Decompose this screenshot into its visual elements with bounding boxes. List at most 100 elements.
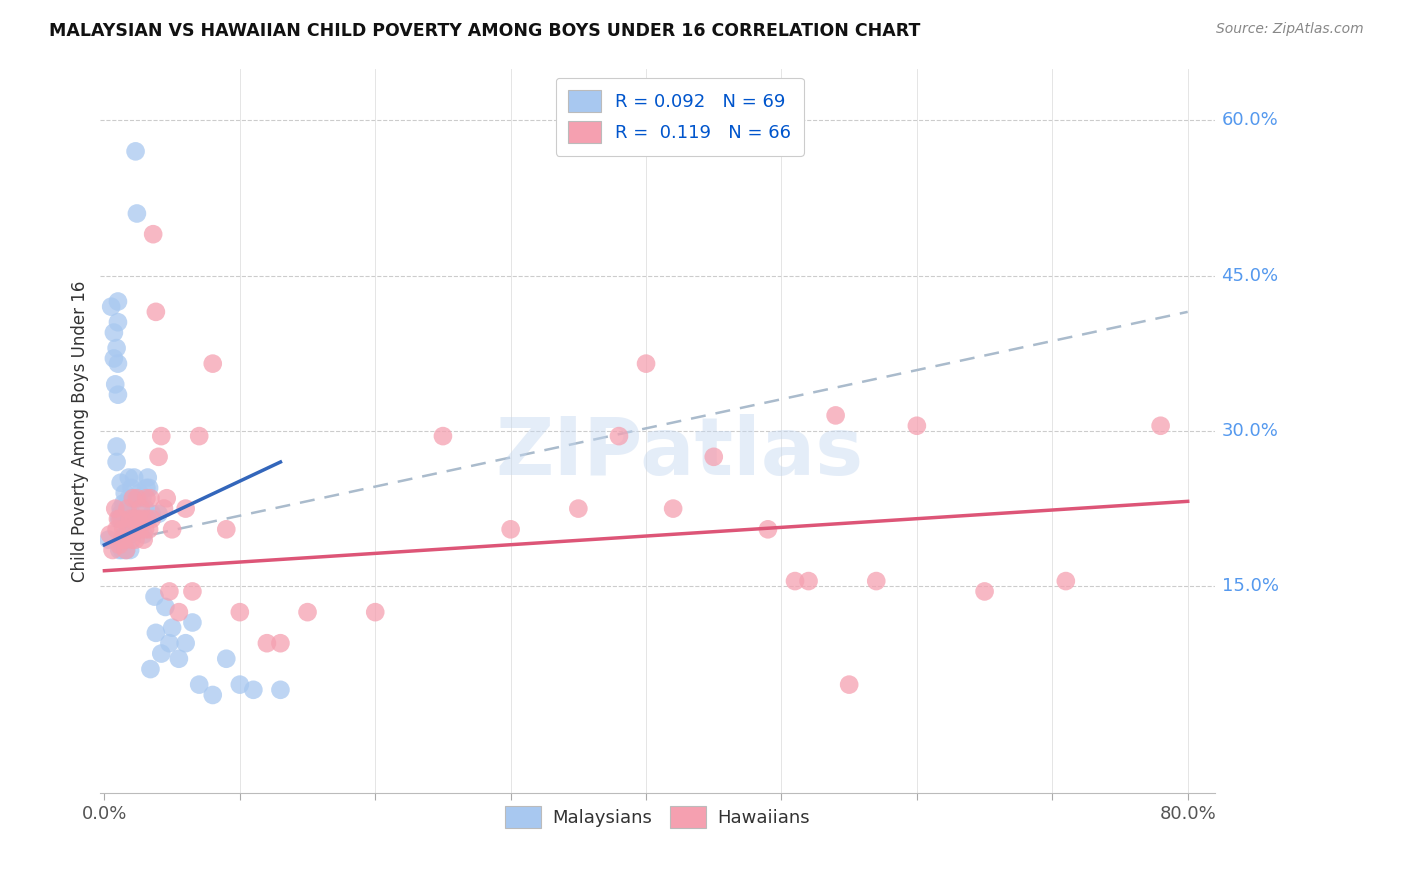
Point [138,481,160,495]
Point [121,491,143,506]
Point [105,440,128,454]
Point [108,538,131,552]
Point [156,491,179,506]
Point [134,501,156,516]
Point [108,543,131,558]
Point [105,522,128,536]
Point [121,533,143,547]
Point [145,305,167,319]
Point [136,512,159,526]
Point [973,584,995,599]
Text: 45.0%: 45.0% [1222,267,1278,285]
Point [141,512,163,526]
Point [135,481,157,495]
Point [905,418,928,433]
Point [112,522,135,536]
Point [107,294,129,309]
Point [115,543,138,558]
Point [129,517,152,532]
Point [124,533,146,547]
Point [111,512,134,526]
Point [98,527,121,541]
Point [105,455,128,469]
Point [135,491,157,506]
Legend: Malaysians, Hawaiians: Malaysians, Hawaiians [498,798,817,835]
Point [121,491,143,506]
Point [229,605,252,619]
Point [117,507,139,521]
Point [115,527,138,541]
Point [131,512,153,526]
Point [229,678,252,692]
Point [167,651,190,665]
Point [117,512,139,526]
Point [112,512,135,526]
Point [125,206,148,220]
Point [1054,574,1077,588]
Point [269,636,291,650]
Point [160,621,183,635]
Point [107,512,129,526]
Point [153,501,176,516]
Point [141,507,163,521]
Point [127,512,149,526]
Point [139,491,162,506]
Point [783,574,806,588]
Point [118,522,141,536]
Point [143,590,166,604]
Point [148,507,170,521]
Point [215,651,238,665]
Point [122,470,145,484]
Point [174,636,197,650]
Point [120,543,142,558]
Point [136,470,159,484]
Text: ZIPatlas: ZIPatlas [496,414,863,491]
Point [110,507,132,521]
Point [117,501,139,516]
Point [567,501,589,516]
Point [174,501,197,516]
Point [432,429,454,443]
Point [120,527,142,541]
Point [142,227,165,242]
Point [155,599,177,614]
Point [110,501,132,516]
Point [145,625,167,640]
Point [215,522,238,536]
Point [111,538,134,552]
Point [167,605,190,619]
Point [122,491,145,506]
Point [107,387,129,401]
Point [101,543,124,558]
Point [131,491,153,506]
Point [124,145,146,159]
Point [201,357,224,371]
Point [111,543,134,558]
Point [756,522,779,536]
Text: Source: ZipAtlas.com: Source: ZipAtlas.com [1216,22,1364,37]
Point [104,501,127,516]
Point [797,574,820,588]
Point [138,522,160,536]
Point [121,481,143,495]
Point [114,486,136,500]
Point [127,491,149,506]
Point [114,507,136,521]
Point [150,647,173,661]
Point [269,682,291,697]
Point [148,450,170,464]
Point [188,678,211,692]
Point [110,475,132,490]
Point [132,533,155,547]
Point [865,574,887,588]
Point [150,429,173,443]
Text: MALAYSIAN VS HAWAIIAN CHILD POVERTY AMONG BOYS UNDER 16 CORRELATION CHART: MALAYSIAN VS HAWAIIAN CHILD POVERTY AMON… [49,22,921,40]
Point [105,341,128,355]
Point [201,688,224,702]
Point [188,429,211,443]
Point [181,584,204,599]
Point [157,636,180,650]
Point [129,501,152,516]
Point [128,522,150,536]
Point [97,533,120,547]
